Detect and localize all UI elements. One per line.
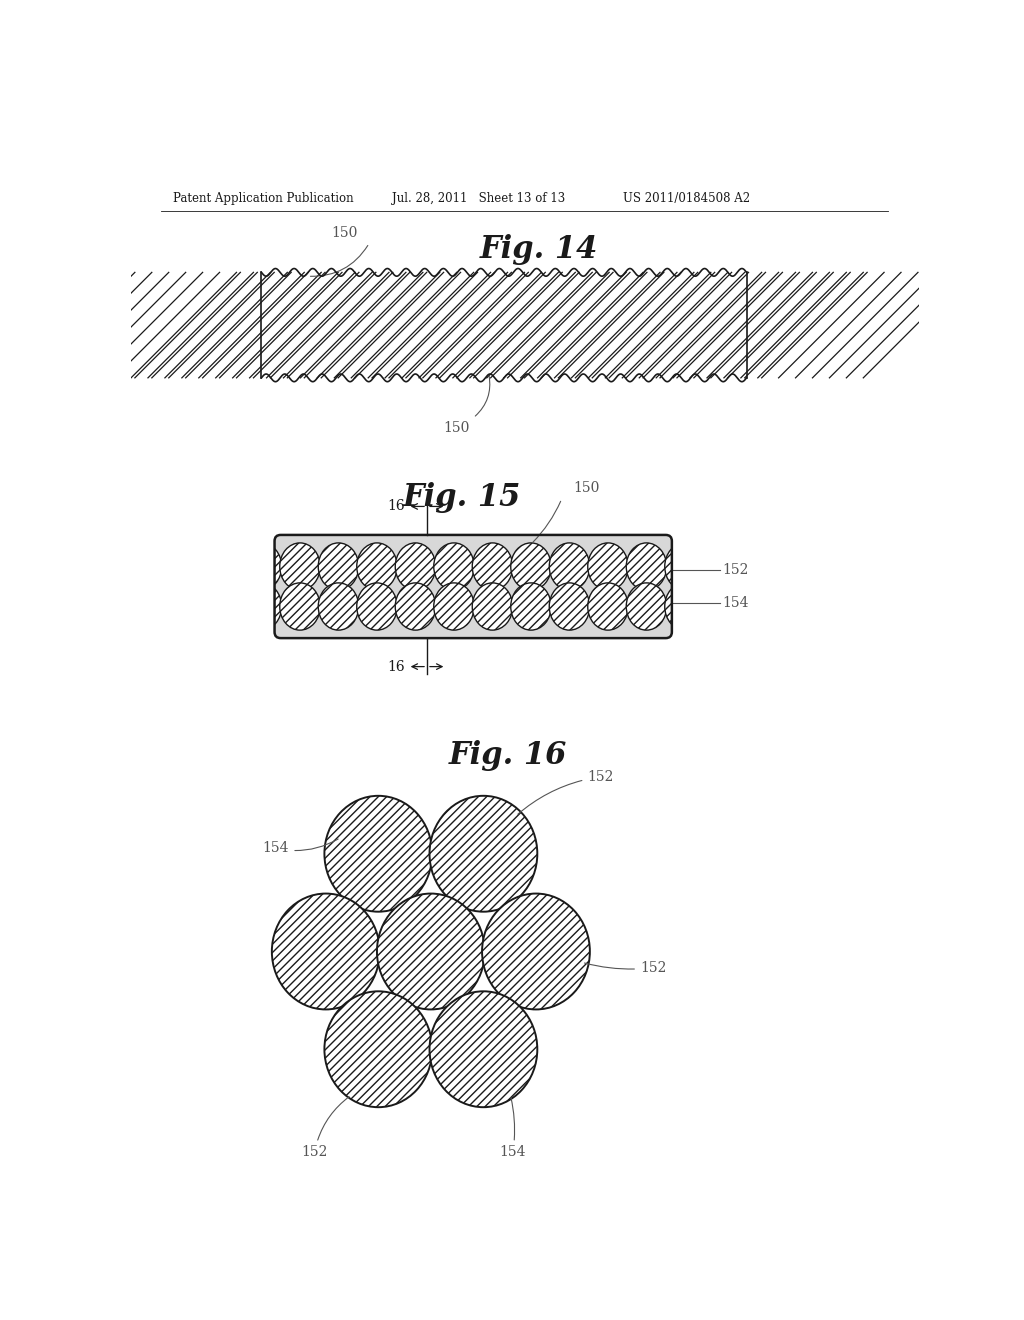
Text: 16: 16 bbox=[387, 499, 404, 513]
Ellipse shape bbox=[395, 583, 435, 630]
Ellipse shape bbox=[271, 894, 380, 1010]
Text: Patent Application Publication: Patent Application Publication bbox=[173, 191, 353, 205]
Ellipse shape bbox=[472, 543, 513, 590]
Text: Fig. 16: Fig. 16 bbox=[449, 739, 567, 771]
Ellipse shape bbox=[511, 583, 551, 630]
Ellipse shape bbox=[377, 894, 484, 1010]
Ellipse shape bbox=[665, 583, 706, 630]
Text: 152: 152 bbox=[301, 1097, 349, 1159]
Text: 154: 154 bbox=[722, 597, 749, 610]
Ellipse shape bbox=[434, 583, 474, 630]
Text: 16: 16 bbox=[387, 660, 404, 673]
Text: 150: 150 bbox=[573, 480, 600, 495]
Text: 152: 152 bbox=[585, 961, 667, 974]
Ellipse shape bbox=[280, 583, 321, 630]
Text: 152: 152 bbox=[722, 562, 749, 577]
Text: US 2011/0184508 A2: US 2011/0184508 A2 bbox=[624, 191, 751, 205]
Text: Jul. 28, 2011   Sheet 13 of 13: Jul. 28, 2011 Sheet 13 of 13 bbox=[392, 191, 565, 205]
Ellipse shape bbox=[356, 583, 397, 630]
Ellipse shape bbox=[318, 543, 358, 590]
Text: 150: 150 bbox=[443, 421, 469, 436]
Ellipse shape bbox=[549, 583, 590, 630]
FancyBboxPatch shape bbox=[274, 535, 672, 638]
Ellipse shape bbox=[429, 796, 538, 912]
Text: 150: 150 bbox=[332, 226, 357, 240]
Ellipse shape bbox=[511, 543, 551, 590]
Text: 154: 154 bbox=[500, 1098, 526, 1159]
Text: Fig. 14: Fig. 14 bbox=[479, 234, 598, 265]
Ellipse shape bbox=[627, 583, 667, 630]
Text: Fig. 15: Fig. 15 bbox=[402, 482, 521, 512]
Text: 152: 152 bbox=[518, 770, 613, 814]
Ellipse shape bbox=[588, 583, 628, 630]
Ellipse shape bbox=[356, 543, 397, 590]
Ellipse shape bbox=[472, 583, 513, 630]
Ellipse shape bbox=[280, 543, 321, 590]
Ellipse shape bbox=[588, 543, 628, 590]
Ellipse shape bbox=[627, 543, 667, 590]
Ellipse shape bbox=[665, 543, 706, 590]
Ellipse shape bbox=[318, 583, 358, 630]
Ellipse shape bbox=[429, 991, 538, 1107]
Ellipse shape bbox=[549, 543, 590, 590]
Ellipse shape bbox=[434, 543, 474, 590]
Ellipse shape bbox=[395, 543, 435, 590]
Ellipse shape bbox=[242, 583, 282, 630]
Bar bbox=[261, 272, 746, 378]
Ellipse shape bbox=[482, 894, 590, 1010]
Ellipse shape bbox=[325, 796, 432, 912]
Ellipse shape bbox=[242, 543, 282, 590]
Ellipse shape bbox=[325, 991, 432, 1107]
Text: 154: 154 bbox=[263, 840, 338, 855]
